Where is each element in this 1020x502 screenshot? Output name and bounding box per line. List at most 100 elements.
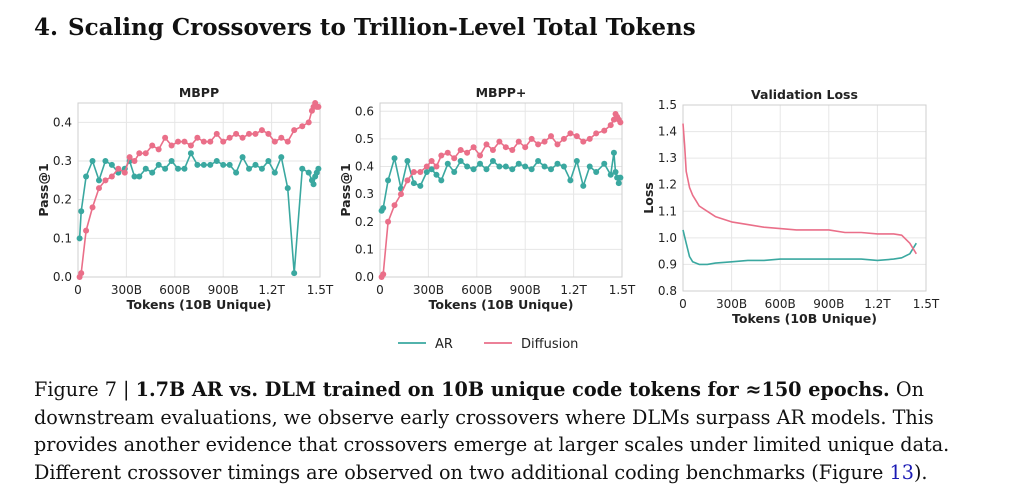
data-point-ar: [239, 154, 246, 161]
data-point-ar: [509, 166, 516, 173]
data-point-diffusion: [410, 169, 417, 176]
section-number: 4.: [34, 14, 59, 41]
chart-1: 0.0 0.1 0.2 0.3 0.4 0 300B 600B 900B 1.2T 1.5T MBPP…: [36, 85, 334, 312]
data-point-diffusion: [252, 130, 259, 137]
data-point-ar: [554, 160, 561, 167]
data-point-diffusion: [457, 146, 464, 153]
data-point-diffusion: [142, 150, 149, 157]
x-tick-label: 600B: [461, 283, 492, 297]
x-tick-label: 600B: [159, 283, 190, 297]
data-point-ar: [305, 169, 312, 176]
plot-frame: [682, 104, 927, 292]
data-point-diffusion: [593, 130, 600, 137]
data-point-diffusion: [586, 135, 593, 142]
data-point-ar: [470, 166, 477, 173]
y-tick-label: 0.5: [355, 132, 374, 146]
data-point-ar: [187, 150, 194, 157]
x-tick-label: 1.2T: [864, 297, 891, 311]
data-point-diffusion: [607, 122, 614, 129]
data-point-ar: [483, 166, 490, 173]
data-point-diffusion: [265, 130, 272, 137]
data-point-ar: [265, 158, 272, 164]
chart-title: MBPP: [179, 85, 219, 100]
data-point-diffusion: [502, 144, 509, 151]
data-point-ar: [423, 169, 430, 176]
y-tick-label: 1.3: [658, 151, 677, 165]
section-heading: 4. Scaling Crossovers to Trillion-Level T…: [34, 14, 696, 41]
data-point-ar: [522, 163, 529, 170]
data-point-ar: [131, 173, 138, 180]
data-point-ar: [601, 160, 608, 167]
plot-frame: [379, 102, 623, 278]
x-tick-label: 900B: [510, 283, 541, 297]
data-point-diffusion: [233, 130, 240, 137]
y-axis-label: Pass@1: [36, 163, 51, 216]
y-tick-label: 0.1: [53, 231, 72, 245]
data-point-ar: [220, 161, 227, 168]
data-point-diffusion: [95, 185, 102, 192]
data-point-ar: [315, 165, 322, 172]
caption-bold: 1.7B AR vs. DLM trained on 10B unique co…: [135, 378, 890, 401]
chart-title: Validation Loss: [751, 87, 858, 102]
data-point-ar: [617, 174, 624, 181]
x-tick-label: 300B: [111, 283, 142, 297]
data-point-ar: [207, 161, 214, 168]
data-point-diffusion: [131, 158, 138, 164]
x-tick-label: 1.2T: [560, 283, 587, 297]
y-tick-label: 0.3: [355, 187, 374, 201]
legend-label-ar: AR: [435, 337, 453, 352]
data-point-ar: [610, 149, 617, 156]
data-point-diffusion: [187, 142, 194, 149]
data-point-ar: [451, 169, 458, 176]
y-tick-label: 1.5: [658, 98, 677, 112]
data-point-ar: [567, 177, 574, 184]
y-tick-label: 0.6: [355, 104, 374, 118]
x-tick-label: 900B: [813, 297, 844, 311]
data-point-diffusion: [423, 163, 430, 170]
data-point-diffusion: [391, 202, 398, 209]
data-point-ar: [428, 166, 435, 173]
data-point-diffusion: [121, 169, 128, 176]
x-tick-label: 1.5T: [307, 283, 334, 297]
y-tick-label: 0.4: [355, 160, 374, 174]
data-point-diffusion: [554, 141, 561, 148]
data-point-ar: [89, 158, 96, 164]
data-point-ar: [194, 161, 201, 168]
section-title: Scaling Crossovers to Trillion-Level Tot…: [68, 14, 696, 41]
y-tick-label: 0.9: [658, 257, 677, 271]
caption-text: On downstream evaluations, we observe ea…: [34, 378, 950, 484]
data-point-diffusion: [315, 103, 322, 110]
data-point-ar: [200, 161, 207, 168]
caption-label: Figure 7 |: [34, 378, 136, 401]
figure-13-link[interactable]: 13: [889, 460, 914, 484]
x-tick-label: 0: [376, 283, 384, 297]
data-point-diffusion: [149, 142, 156, 149]
data-point-diffusion: [299, 123, 306, 130]
data-point-ar: [489, 158, 496, 164]
data-point-ar: [502, 163, 509, 170]
data-point-ar: [291, 270, 298, 277]
y-axis-label: Loss: [641, 182, 656, 213]
data-point-ar: [271, 169, 278, 176]
data-point-diffusion: [246, 130, 253, 137]
y-tick-label: 0.0: [355, 270, 374, 284]
data-point-ar: [226, 161, 233, 168]
data-point-diffusion: [200, 138, 207, 145]
x-axis-label: Tokens (10B Unique): [127, 297, 272, 312]
data-point-ar: [404, 158, 411, 164]
data-point-ar: [213, 158, 220, 164]
data-point-ar: [417, 182, 424, 189]
data-point-diffusion: [162, 134, 169, 141]
data-point-ar: [573, 158, 580, 164]
series-line-ar: [380, 151, 622, 212]
data-point-diffusion: [380, 271, 387, 278]
data-point-diffusion: [175, 138, 182, 145]
data-point-diffusion: [470, 144, 477, 151]
y-tick-label: 1.1: [658, 204, 677, 218]
data-point-ar: [278, 154, 285, 161]
data-point-diffusion: [385, 218, 392, 225]
data-point-ar: [580, 182, 587, 189]
data-point-diffusion: [258, 127, 265, 134]
data-point-diffusion: [509, 146, 516, 153]
data-point-diffusion: [617, 119, 624, 126]
